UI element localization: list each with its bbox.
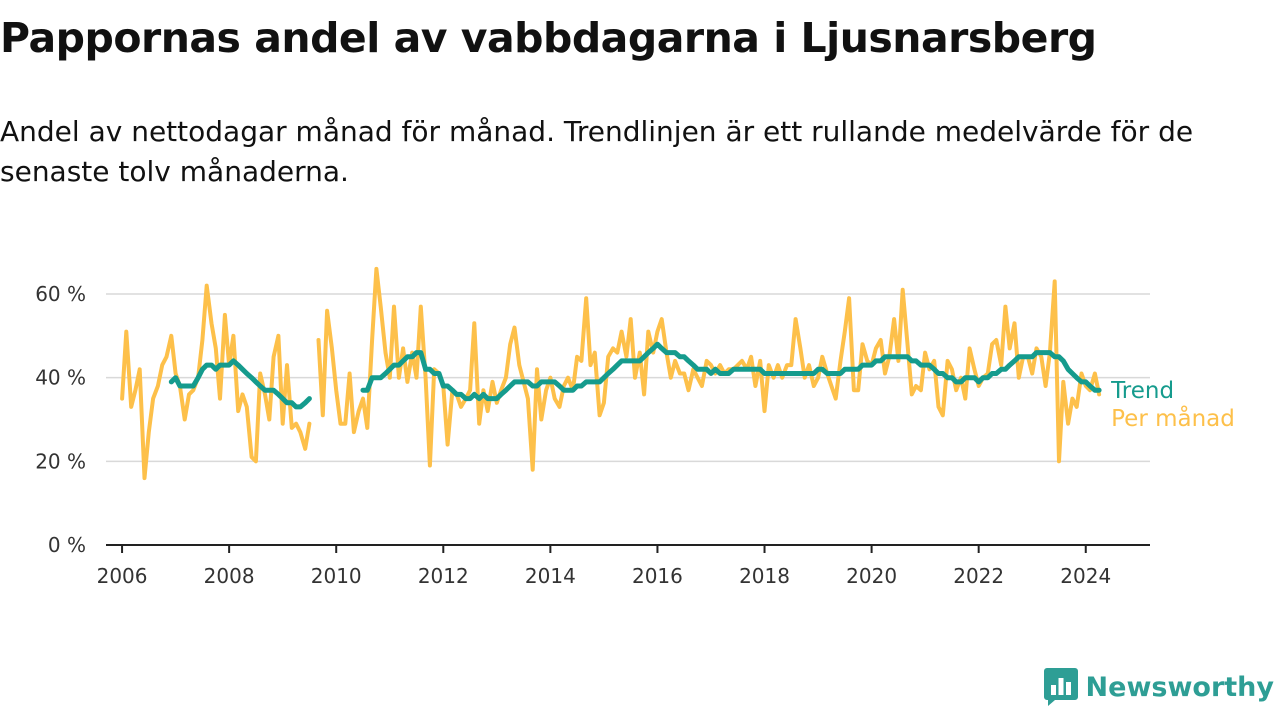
x-tick-label: 2014 [525, 564, 576, 588]
series-line-per-m-nad [316, 266, 1102, 472]
x-tick-label: 2012 [418, 564, 469, 588]
y-tick-label: 60 % [35, 282, 86, 306]
series-label: Trend [1110, 378, 1174, 404]
x-tick-label: 2006 [97, 564, 148, 588]
y-tick-label: 40 % [35, 366, 86, 390]
x-tick-label: 2008 [204, 564, 255, 588]
series-lines [120, 266, 1102, 481]
x-tick-label: 2024 [1060, 564, 1111, 588]
newsworthy-logo-icon [1043, 668, 1078, 706]
y-tick-label: 0 % [48, 533, 86, 557]
x-tick-label: 2020 [846, 564, 897, 588]
series-line-per-m-nad [120, 283, 312, 481]
y-axis-ticks: 0 % 20 % 40 % 60 % [35, 282, 86, 557]
x-axis: 2006 2008 2010 2012 2014 2016 2018 2020 2022 2024 [97, 544, 1150, 588]
series-line-trend [360, 341, 1102, 402]
chart-title: Pappornas andel av vabbdagarna i Ljusnar… [0, 14, 1097, 62]
series-line-trend [168, 358, 312, 410]
chart-subtitle: Andel av nettodagar månad för månad. Tre… [0, 115, 1194, 188]
x-tick-label: 2016 [632, 564, 683, 588]
newsworthy-logo: Newsworthy [1043, 668, 1274, 706]
x-tick-label: 2022 [953, 564, 1004, 588]
x-tick-label: 2010 [311, 564, 362, 588]
x-tick-label: 2018 [739, 564, 790, 588]
y-tick-label: 20 % [35, 449, 86, 473]
series-label: Per månad [1111, 404, 1235, 432]
brand-name: Newsworthy [1085, 671, 1274, 703]
